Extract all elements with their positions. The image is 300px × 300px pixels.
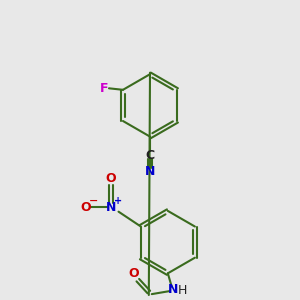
Text: N: N xyxy=(145,165,155,178)
Text: N: N xyxy=(106,201,116,214)
Text: O: O xyxy=(80,201,91,214)
Text: N: N xyxy=(168,283,178,296)
Text: O: O xyxy=(106,172,116,185)
Text: +: + xyxy=(115,196,123,206)
Text: −: − xyxy=(88,196,98,206)
Text: C: C xyxy=(146,148,154,161)
Text: F: F xyxy=(99,82,108,95)
Text: O: O xyxy=(129,267,139,280)
Text: H: H xyxy=(178,284,188,297)
